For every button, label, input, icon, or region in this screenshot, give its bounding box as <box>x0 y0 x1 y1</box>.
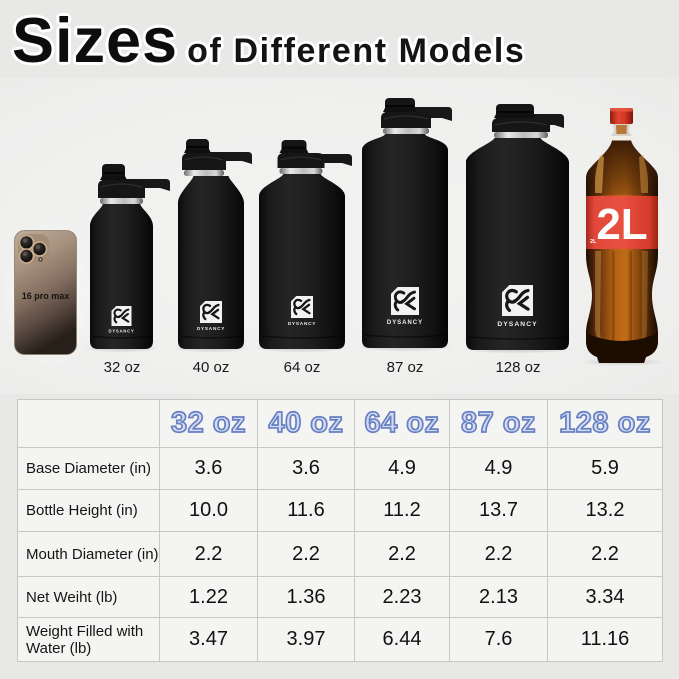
svg-text:DYSANCY: DYSANCY <box>109 328 135 333</box>
svg-text:DYSANCY: DYSANCY <box>288 321 316 326</box>
svg-text:16 pro max: 16 pro max <box>22 291 70 301</box>
svg-text:2L: 2L <box>596 200 647 249</box>
svg-text:DYSANCY: DYSANCY <box>387 320 423 326</box>
svg-text:DYSANCY: DYSANCY <box>497 321 537 328</box>
svg-text:2L: 2L <box>590 239 597 245</box>
svg-text:DYSANCY: DYSANCY <box>197 326 225 331</box>
